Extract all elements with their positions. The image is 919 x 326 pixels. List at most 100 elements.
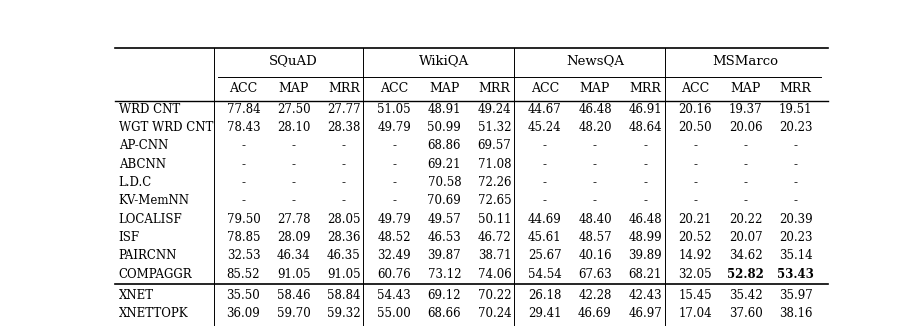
Text: -: - xyxy=(291,158,295,171)
Text: 35.42: 35.42 xyxy=(728,289,762,302)
Text: 29.41: 29.41 xyxy=(528,307,561,320)
Text: 74.06: 74.06 xyxy=(477,268,511,281)
Text: 27.77: 27.77 xyxy=(327,103,360,116)
Text: L.D.C: L.D.C xyxy=(119,176,152,189)
Text: -: - xyxy=(743,140,747,152)
Text: 59.32: 59.32 xyxy=(327,307,360,320)
Text: 26.18: 26.18 xyxy=(528,289,561,302)
Text: 42.43: 42.43 xyxy=(628,289,662,302)
Text: -: - xyxy=(291,194,295,207)
Text: WRD CNT: WRD CNT xyxy=(119,103,179,116)
Text: -: - xyxy=(693,158,697,171)
Text: -: - xyxy=(342,176,346,189)
Text: -: - xyxy=(743,194,747,207)
Text: -: - xyxy=(542,176,546,189)
Text: 77.84: 77.84 xyxy=(226,103,260,116)
Text: 46.34: 46.34 xyxy=(277,249,311,262)
Text: -: - xyxy=(241,176,245,189)
Text: 60.76: 60.76 xyxy=(377,268,411,281)
Text: 46.97: 46.97 xyxy=(628,307,662,320)
Text: WikiQA: WikiQA xyxy=(419,54,469,67)
Text: MSMarco: MSMarco xyxy=(712,54,777,67)
Text: -: - xyxy=(342,140,346,152)
Text: 20.23: 20.23 xyxy=(778,231,811,244)
Text: -: - xyxy=(642,194,646,207)
Text: 68.21: 68.21 xyxy=(628,268,661,281)
Text: -: - xyxy=(592,158,596,171)
Text: 50.11: 50.11 xyxy=(477,213,511,226)
Text: -: - xyxy=(291,140,295,152)
Text: 91.05: 91.05 xyxy=(327,268,360,281)
Text: 46.91: 46.91 xyxy=(628,103,662,116)
Text: 51.05: 51.05 xyxy=(377,103,411,116)
Text: 78.85: 78.85 xyxy=(226,231,260,244)
Text: 39.89: 39.89 xyxy=(628,249,662,262)
Text: ACC: ACC xyxy=(680,82,709,95)
Text: 28.10: 28.10 xyxy=(277,121,310,134)
Text: 25.67: 25.67 xyxy=(528,249,561,262)
Text: 70.69: 70.69 xyxy=(427,194,460,207)
Text: 54.43: 54.43 xyxy=(377,289,411,302)
Text: 85.52: 85.52 xyxy=(226,268,260,281)
Text: 58.46: 58.46 xyxy=(277,289,311,302)
Text: SQuAD: SQuAD xyxy=(269,54,318,67)
Text: 46.48: 46.48 xyxy=(628,213,662,226)
Text: 48.99: 48.99 xyxy=(628,231,662,244)
Text: -: - xyxy=(793,176,797,189)
Text: 54.54: 54.54 xyxy=(528,268,561,281)
Text: 46.72: 46.72 xyxy=(477,231,511,244)
Text: 20.06: 20.06 xyxy=(728,121,762,134)
Text: -: - xyxy=(542,194,546,207)
Text: 71.08: 71.08 xyxy=(477,158,511,171)
Text: 28.38: 28.38 xyxy=(327,121,360,134)
Text: 78.43: 78.43 xyxy=(226,121,260,134)
Text: 28.05: 28.05 xyxy=(327,213,360,226)
Text: -: - xyxy=(542,158,546,171)
Text: 73.12: 73.12 xyxy=(427,268,460,281)
Text: NewsQA: NewsQA xyxy=(565,54,623,67)
Text: 20.39: 20.39 xyxy=(778,213,811,226)
Text: 48.64: 48.64 xyxy=(628,121,662,134)
Text: 70.24: 70.24 xyxy=(477,307,511,320)
Text: 46.69: 46.69 xyxy=(577,307,611,320)
Text: 59.70: 59.70 xyxy=(277,307,311,320)
Text: 27.78: 27.78 xyxy=(277,213,310,226)
Text: 72.26: 72.26 xyxy=(477,176,511,189)
Text: 52.82: 52.82 xyxy=(726,268,763,281)
Text: 45.24: 45.24 xyxy=(528,121,561,134)
Text: 20.22: 20.22 xyxy=(728,213,762,226)
Text: 55.00: 55.00 xyxy=(377,307,411,320)
Text: XNET: XNET xyxy=(119,289,153,302)
Text: 32.05: 32.05 xyxy=(678,268,711,281)
Text: 39.87: 39.87 xyxy=(427,249,460,262)
Text: 48.40: 48.40 xyxy=(577,213,611,226)
Text: -: - xyxy=(743,158,747,171)
Text: 70.58: 70.58 xyxy=(427,176,460,189)
Text: -: - xyxy=(693,140,697,152)
Text: WGT WRD CNT: WGT WRD CNT xyxy=(119,121,212,134)
Text: MAP: MAP xyxy=(579,82,609,95)
Text: 35.50: 35.50 xyxy=(226,289,260,302)
Text: -: - xyxy=(342,194,346,207)
Text: KV-MemNN: KV-MemNN xyxy=(119,194,189,207)
Text: 58.84: 58.84 xyxy=(327,289,360,302)
Text: 20.52: 20.52 xyxy=(678,231,711,244)
Text: 49.79: 49.79 xyxy=(377,121,411,134)
Text: 19.51: 19.51 xyxy=(778,103,811,116)
Text: -: - xyxy=(391,140,396,152)
Text: 38.71: 38.71 xyxy=(477,249,511,262)
Text: -: - xyxy=(342,158,346,171)
Text: 20.50: 20.50 xyxy=(678,121,711,134)
Text: ABCNN: ABCNN xyxy=(119,158,165,171)
Text: ACC: ACC xyxy=(380,82,408,95)
Text: MAP: MAP xyxy=(428,82,459,95)
Text: LOCALISF: LOCALISF xyxy=(119,213,182,226)
Text: -: - xyxy=(642,140,646,152)
Text: 46.53: 46.53 xyxy=(427,231,460,244)
Text: -: - xyxy=(391,194,396,207)
Text: -: - xyxy=(391,158,396,171)
Text: 35.97: 35.97 xyxy=(778,289,811,302)
Text: 70.22: 70.22 xyxy=(477,289,511,302)
Text: 69.21: 69.21 xyxy=(427,158,460,171)
Text: 45.61: 45.61 xyxy=(528,231,561,244)
